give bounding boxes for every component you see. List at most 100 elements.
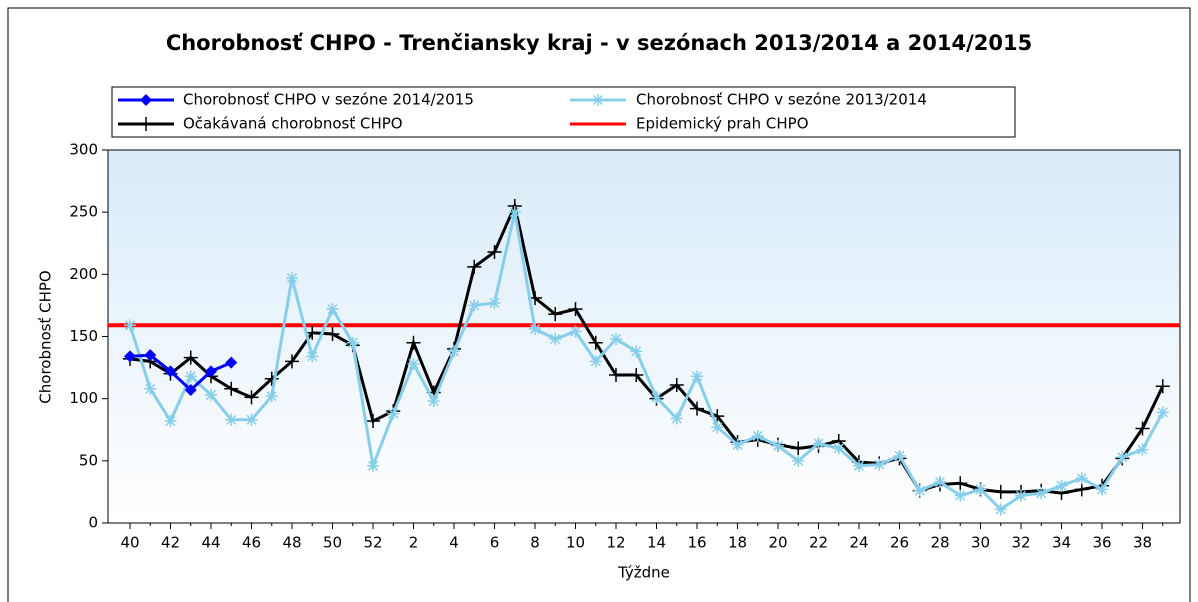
x-tick-label: 38 [1133, 534, 1152, 552]
plot-area [107, 149, 1181, 524]
marker [387, 407, 400, 420]
x-tick-label: 18 [728, 534, 747, 552]
marker [610, 332, 622, 345]
marker [529, 323, 541, 336]
series-line [128, 211, 1165, 512]
marker [589, 355, 602, 368]
marker [670, 412, 683, 425]
marker [467, 259, 482, 274]
x-tick-label: 50 [323, 534, 342, 552]
marker [1075, 472, 1088, 485]
marker [285, 354, 299, 369]
marker [1156, 406, 1169, 419]
x-tick-label: 36 [1092, 534, 1111, 552]
y-tick-label: 0 [88, 514, 98, 532]
marker [1116, 451, 1129, 464]
marker [588, 335, 603, 350]
x-tick-label: 46 [242, 534, 261, 552]
marker [812, 437, 825, 450]
x-tick-label: 34 [1052, 534, 1071, 552]
x-tick-label: 14 [647, 534, 666, 552]
legend [111, 86, 1016, 138]
y-tick-label: 300 [69, 141, 98, 159]
marker [953, 476, 968, 491]
x-tick-label: 28 [930, 534, 949, 552]
marker [1155, 379, 1170, 394]
marker [144, 349, 157, 362]
marker [1074, 482, 1089, 497]
y-tick-label: 100 [69, 389, 98, 407]
marker [568, 302, 583, 317]
marker [993, 484, 1008, 499]
marker [690, 401, 704, 416]
marker [669, 377, 684, 392]
legend-label: Epidemický prah CHPO [636, 115, 809, 133]
x-tick-label: 52 [363, 534, 382, 552]
marker [205, 388, 217, 401]
legend-label: Očakávaná chorobnosť CHPO [183, 115, 403, 133]
marker [1015, 489, 1027, 502]
marker [407, 357, 420, 370]
y-tick-label: 200 [69, 265, 98, 283]
x-tick-label: 8 [530, 534, 540, 552]
marker [832, 442, 845, 455]
marker [325, 327, 340, 342]
y-tick-label: 50 [79, 451, 98, 469]
marker [326, 303, 339, 316]
marker [487, 244, 502, 259]
marker [164, 365, 177, 378]
marker [406, 335, 421, 350]
x-tick-label: 26 [890, 534, 909, 552]
x-tick-label: 40 [120, 534, 139, 552]
marker [488, 296, 501, 309]
series-line [129, 201, 1165, 495]
x-tick-label: 44 [201, 534, 220, 552]
x-tick-label: 42 [161, 534, 180, 552]
marker [569, 325, 582, 338]
marker [225, 356, 238, 369]
marker [1096, 483, 1108, 496]
marker [224, 381, 239, 396]
marker [549, 332, 562, 345]
marker [630, 345, 643, 358]
marker [140, 94, 152, 106]
marker [974, 483, 987, 496]
y-tick-label: 150 [69, 327, 98, 345]
marker [791, 441, 806, 456]
marker [650, 391, 663, 404]
x-tick-label: 48 [282, 534, 301, 552]
marker [954, 489, 967, 502]
marker [751, 429, 764, 442]
x-tick-label: 30 [971, 534, 990, 552]
marker [164, 415, 177, 428]
marker [448, 345, 460, 358]
marker [609, 368, 623, 383]
x-tick-label: 2 [409, 534, 419, 552]
marker [139, 117, 153, 131]
marker [873, 458, 886, 471]
x-tick-label: 32 [1011, 534, 1030, 552]
marker [183, 350, 198, 365]
x-tick-label: 10 [566, 534, 585, 552]
marker [366, 414, 380, 429]
chart-title: Chorobnosť CHPO - Trenčiansky kraj - v s… [166, 31, 1032, 55]
marker [1035, 487, 1048, 500]
marker [346, 336, 359, 349]
marker [1055, 479, 1068, 492]
x-tick-label: 20 [768, 534, 787, 552]
marker [792, 454, 805, 467]
x-tick-label: 6 [490, 534, 500, 552]
marker [592, 94, 604, 106]
marker [124, 319, 136, 332]
marker [225, 413, 238, 426]
x-tick-label: 24 [849, 534, 868, 552]
marker [306, 350, 319, 363]
x-tick-label: 16 [687, 534, 706, 552]
marker [934, 475, 946, 488]
marker [548, 307, 563, 322]
marker [124, 350, 136, 363]
marker [286, 272, 298, 285]
marker [508, 206, 521, 219]
marker [994, 503, 1007, 516]
